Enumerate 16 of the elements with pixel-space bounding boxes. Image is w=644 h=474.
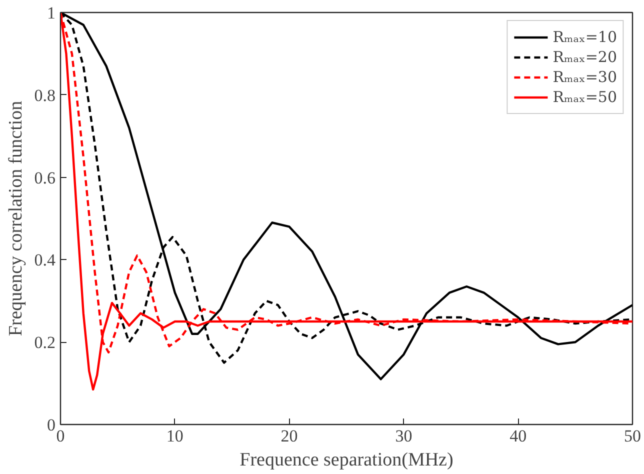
x-tick-label: 30 (395, 426, 412, 446)
x-axis-title: Frequence separation(MHz) (240, 450, 454, 470)
legend-label: Rₘₐₓ=10 (552, 28, 617, 46)
y-tick-label: 0.4 (34, 250, 56, 270)
legend-label: Rₘₐₓ=50 (552, 88, 617, 106)
y-tick-label: 0.2 (34, 333, 56, 352)
x-tick-label: 50 (624, 426, 641, 446)
y-tick-label: 0.8 (34, 86, 56, 105)
x-tick-label: 20 (280, 426, 298, 446)
x-tick-label: 10 (166, 426, 184, 446)
y-tick-label: 0.6 (34, 168, 56, 188)
legend-label: Rₘₐₓ=30 (552, 68, 617, 86)
y-axis-title: Frequency correlation function (5, 100, 26, 336)
legend-label: Rₘₐₓ=20 (552, 48, 617, 66)
y-tick-label: 1 (47, 4, 56, 22)
x-tick-label: 40 (510, 426, 527, 446)
